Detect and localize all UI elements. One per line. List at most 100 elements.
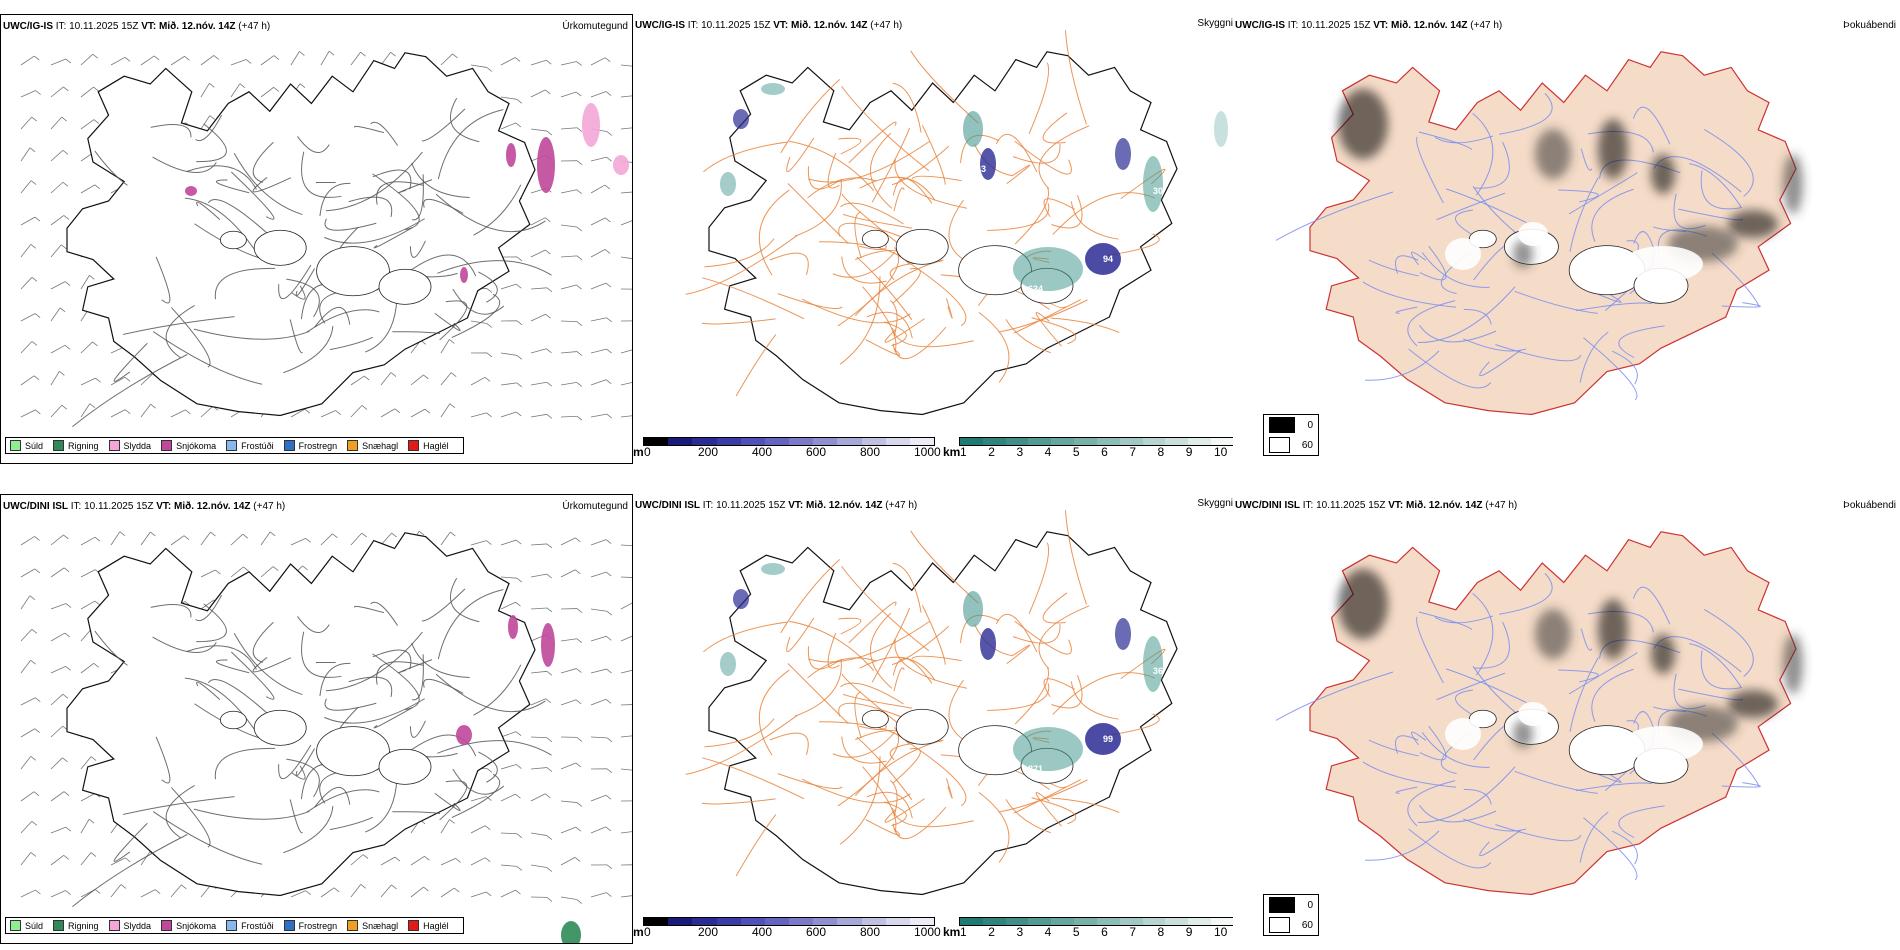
glacier <box>1623 246 1703 282</box>
cloud-base-area <box>980 148 996 180</box>
cloud-visibility-areas: 71 99 871 36 <box>720 563 1163 774</box>
colorbar-tick: 6 <box>1101 925 1108 939</box>
fog-index-panel-row2: UWC/DINI ISL IT: 10.11.2025 15Z VT: Mið.… <box>1233 494 1900 944</box>
colorbar-unit: km <box>943 445 961 459</box>
low-fog-index <box>1651 154 1675 194</box>
cloud-base-panel-row1: UWC/IG-IS IT: 10.11.2025 15Z VT: Mið. 12… <box>633 14 1233 464</box>
legend-swatch <box>283 440 295 451</box>
legend-item: Súld <box>10 920 43 931</box>
fog-legend-swatch <box>1269 917 1290 933</box>
low-fog-index <box>1513 240 1533 268</box>
colorbar-tick: 6 <box>1101 445 1108 459</box>
colorbar-track <box>959 917 1233 926</box>
colorbar-tick: 9 <box>1185 925 1193 939</box>
colorbar-segment <box>1119 438 1143 445</box>
visibility-area <box>720 652 736 676</box>
visibility-area <box>1013 727 1083 771</box>
low-fog-index <box>1338 569 1388 639</box>
legend-item: Haglél <box>408 440 449 451</box>
colorbar-segment <box>813 918 838 925</box>
iceland-outline <box>1275 531 1797 896</box>
colorbar-segment <box>668 918 693 925</box>
legend-item: Frostregn <box>283 920 337 931</box>
colorbar-segment <box>740 438 765 445</box>
colorbar-tick: 10 <box>1214 925 1228 939</box>
colorbar-tick: 2 <box>988 445 995 459</box>
low-fog-index <box>1535 609 1571 659</box>
legend-swatch <box>108 920 120 931</box>
cloud-base-label: 163 <box>971 164 986 174</box>
cloud-base-label: 36 <box>1153 666 1163 676</box>
legend-swatch <box>408 440 420 451</box>
cloud-base-area <box>980 628 996 660</box>
colorbar-segment <box>909 438 935 445</box>
legend-item: Frostregn <box>283 440 337 451</box>
fog-legend-label: 0 <box>1307 899 1313 911</box>
colorbar-segment <box>1142 918 1166 925</box>
colorbar-segment <box>668 438 693 445</box>
colorbar-segment <box>960 438 983 445</box>
legend-swatch <box>108 440 120 451</box>
legend-item: Súld <box>10 440 43 451</box>
legend-item: Snjókoma <box>161 920 216 931</box>
cloud-base-area <box>733 109 749 129</box>
legend-swatch <box>53 440 65 451</box>
panel-header: UWC/IG-IS IT: 10.11.2025 15Z VT: Mið. 12… <box>1235 20 1503 31</box>
legend-swatch <box>53 920 65 931</box>
glacier <box>1518 702 1548 726</box>
legend-swatch <box>161 920 173 931</box>
colorbar-tick: 600 <box>806 925 827 939</box>
colorbar-segment <box>1074 438 1097 445</box>
colorbar-segment <box>1051 918 1075 925</box>
snow-area <box>460 267 468 283</box>
legend-swatch <box>347 920 359 931</box>
colorbar-segment <box>764 918 790 925</box>
fog-legend: 0 60 <box>1263 414 1319 456</box>
colorbar-tick: 3 <box>1016 445 1024 459</box>
colorbar-tick: 3 <box>1016 925 1024 939</box>
colorbar-tick: 7 <box>1129 925 1137 939</box>
snow-area <box>456 725 472 745</box>
colorbar-tick: 1 <box>960 445 967 459</box>
panel-header: UWC/DINI ISL IT: 10.11.2025 15Z VT: Mið.… <box>3 501 286 512</box>
colorbar-track <box>959 437 1233 446</box>
iceland-map <box>1275 531 1803 896</box>
glacier <box>1623 726 1703 762</box>
panel-title: Skyggni <box>1197 18 1233 29</box>
colorbar-segment <box>1051 438 1075 445</box>
legend-item: Haglél <box>408 920 449 931</box>
fog-index-areas <box>1338 89 1803 268</box>
panel-title: Skyggni <box>1197 498 1233 509</box>
legend-label: Slydda <box>123 920 152 931</box>
colorbar-segment <box>740 918 765 925</box>
fog-legend-item: 60 <box>1264 915 1318 935</box>
legend-swatch <box>347 440 359 451</box>
legend-item: Slydda <box>108 920 152 931</box>
visibility-area <box>720 172 736 196</box>
legend-swatch <box>10 440 21 451</box>
colorbar-segment <box>1142 438 1166 445</box>
colorbar-segment <box>885 918 910 925</box>
cloud-base-area <box>1115 618 1131 650</box>
colorbar-segment <box>1119 918 1143 925</box>
cloud-base-label: 634 <box>1028 284 1043 294</box>
legend-label: Rigning <box>68 920 99 931</box>
fog-legend-label: 60 <box>1301 919 1313 931</box>
precip-type-panel-row1: UWC/IG-IS IT: 10.11.2025 15Z VT: Mið. 12… <box>0 14 633 464</box>
fog-legend-swatch <box>1269 897 1296 913</box>
low-fog-index <box>1728 210 1778 238</box>
colorbar-tick: 1000 <box>914 925 941 939</box>
colorbar-unit: m <box>633 925 644 939</box>
cloud-base-area <box>1085 243 1121 275</box>
panel-header: UWC/IG-IS IT: 10.11.2025 15Z VT: Mið. 12… <box>635 20 903 31</box>
colorbar-tick: 1 <box>960 925 967 939</box>
colorbar-segment <box>861 918 886 925</box>
colorbar-segment <box>1005 918 1029 925</box>
colorbar-segment <box>1165 918 1189 925</box>
colorbar-segment <box>789 918 814 925</box>
fog-index-areas <box>1338 569 1803 748</box>
cloud-base-label: 30 <box>1153 186 1163 196</box>
low-fog-index <box>1728 690 1778 718</box>
iceland-map <box>20 530 632 943</box>
precip-legend: Súld Rigning Slydda Snjókoma Frostúði Frostre… <box>5 437 464 454</box>
